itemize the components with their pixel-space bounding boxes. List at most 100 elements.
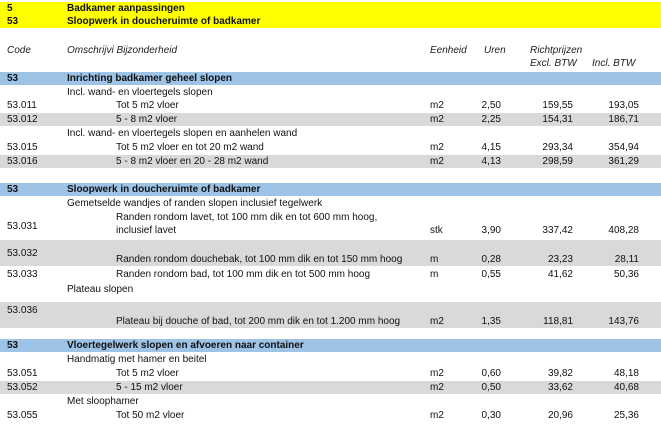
header-excl: Excl. BTW [530, 58, 577, 69]
group-title: Gemetselde wandjes of randen slopen incl… [67, 198, 323, 209]
section-row: 53 Inrichting badkamer geheel slopen [0, 72, 661, 85]
group-row: Plateau slopen [0, 283, 661, 296]
subchapter-number: 53 [7, 16, 19, 27]
item-hours: 0,60 [481, 368, 501, 379]
item-price-excl: 293,34 [542, 142, 573, 153]
item-hours: 0,55 [481, 269, 501, 280]
item-code: 53.011 [7, 100, 37, 111]
item-price-excl: 298,59 [542, 156, 573, 167]
group-row: Incl. wand- en vloertegels slopen [0, 86, 661, 99]
item-description: Randen rondom bad, tot 100 mm dik en tot… [116, 269, 371, 280]
item-description: Tot 50 m2 vloer [116, 410, 185, 421]
section-title: Vloertegelwerk slopen en afvoeren naar c… [67, 340, 304, 351]
chapter-number: 5 [7, 3, 13, 14]
item-price-excl: 39,82 [547, 368, 573, 379]
item-code: 53.052 [7, 382, 38, 393]
subchapter-row: 53 Sloopwerk in doucheruimte of badkamer [0, 15, 661, 28]
item-price-incl: 354,94 [608, 142, 639, 153]
table-row: 53.052 5 - 15 m2 vloer m2 0,50 33,62 40,… [0, 381, 661, 394]
item-price-incl: 28,11 [614, 254, 639, 265]
item-hours: 0,50 [481, 382, 501, 393]
item-price-excl: 159,55 [542, 100, 573, 111]
table-row: 53.051 Tot 5 m2 vloer m2 0,60 39,82 48,1… [0, 367, 661, 380]
item-price-incl: 186,71 [608, 114, 639, 125]
item-description: Tot 5 m2 vloer en tot 20 m2 wand [116, 142, 264, 153]
table-row: 53.011 Tot 5 m2 vloer m2 2,50 159,55 193… [0, 99, 661, 112]
item-price-excl: 337,42 [542, 225, 573, 236]
table-row: 53.012 5 - 8 m2 vloer m2 2,25 154,31 186… [0, 113, 661, 126]
item-code: 53.032 [7, 248, 38, 259]
chapter-row: 5 Badkamer aanpassingen [0, 2, 661, 15]
item-hours: 4,13 [481, 156, 501, 167]
item-price-excl: 41,62 [547, 269, 573, 280]
group-row: Met sloophamer [0, 395, 661, 408]
item-code: 53.051 [7, 368, 38, 379]
item-description: Randen rondom douchebak, tot 100 mm dik … [116, 254, 403, 265]
item-unit: m2 [430, 368, 444, 379]
item-code: 53.012 [7, 114, 38, 125]
item-hours: 1,35 [481, 316, 501, 327]
group-row: Incl. wand- en vloertegels slopen en aan… [0, 127, 661, 140]
section-row: 53 Sloopwerk in doucheruimte of badkamer [0, 183, 661, 196]
item-code: 53.016 [7, 156, 38, 167]
header-price-row: Code Omschrijvi Bijzonderheid Eenheid Ur… [0, 44, 661, 57]
group-title: Plateau slopen [67, 284, 134, 295]
header-description: Omschrijvi Bijzonderheid [67, 45, 178, 56]
table-row: 53.033 Randen rondom bad, tot 100 mm dik… [0, 268, 661, 281]
item-code: 53.033 [7, 269, 38, 280]
item-description-line2: inclusief lavet [116, 225, 177, 236]
item-description: Tot 5 m2 vloer [116, 368, 179, 379]
item-unit: m2 [430, 114, 444, 125]
section-code: 53 [7, 184, 19, 195]
table-row: 53.036 Plateau bij douche of bad, tot 20… [0, 302, 661, 328]
item-price-incl: 40,68 [613, 382, 639, 393]
group-row: Handmatig met hamer en beitel [0, 353, 661, 366]
subchapter-title: Sloopwerk in doucheruimte of badkamer [67, 16, 261, 27]
item-price-incl: 50,36 [613, 269, 639, 280]
item-price-incl: 361,29 [608, 156, 639, 167]
item-unit: m [430, 269, 439, 280]
item-description-line1: Randen rondom lavet, tot 100 mm dik en t… [116, 212, 378, 223]
header-unit: Eenheid [430, 45, 467, 56]
item-unit: m2 [430, 410, 444, 421]
chapter-title: Badkamer aanpassingen [67, 3, 185, 14]
item-price-incl: 408,28 [608, 225, 639, 236]
item-hours: 3,90 [481, 225, 501, 236]
item-code: 53.036 [7, 305, 38, 316]
table-row: 53.016 5 - 8 m2 vloer en 20 - 28 m2 wand… [0, 155, 661, 168]
item-price-excl: 23,23 [547, 254, 573, 265]
item-unit: m2 [430, 142, 444, 153]
section-title: Inrichting badkamer geheel slopen [67, 73, 233, 84]
item-hours: 4,15 [481, 142, 501, 153]
header-btw-row: Excl. BTW Incl. BTW [0, 57, 661, 70]
item-price-excl: 154,31 [542, 114, 573, 125]
item-code: 53.055 [7, 410, 38, 421]
item-code: 53.031 [7, 221, 38, 232]
table-row: 53.015 Tot 5 m2 vloer en tot 20 m2 wand … [0, 141, 661, 154]
header-hours: Uren [484, 45, 506, 56]
item-unit: m2 [430, 316, 444, 327]
group-title: Handmatig met hamer en beitel [67, 354, 207, 365]
item-hours: 0,28 [481, 254, 501, 265]
section-code: 53 [7, 340, 19, 351]
item-description: Tot 5 m2 vloer [116, 100, 179, 111]
item-hours: 0,30 [481, 410, 501, 421]
item-description: Plateau bij douche of bad, tot 200 mm di… [116, 316, 401, 327]
group-title: Met sloophamer [67, 396, 139, 407]
section-code: 53 [7, 73, 19, 84]
section-row: 53 Vloertegelwerk slopen en afvoeren naa… [0, 339, 661, 352]
table-row: 53.055 Tot 50 m2 vloer m2 0,30 20,96 25,… [0, 409, 661, 422]
item-price-excl: 20,96 [547, 410, 573, 421]
group-title: Incl. wand- en vloertegels slopen [67, 87, 213, 98]
item-description: 5 - 15 m2 vloer [116, 382, 183, 393]
header-price-title: Richtprijzen [530, 45, 583, 56]
item-unit: stk [430, 225, 443, 236]
item-code: 53.015 [7, 142, 38, 153]
item-price-excl: 118,81 [543, 316, 573, 327]
item-description: 5 - 8 m2 vloer [116, 114, 178, 125]
item-price-excl: 33,62 [547, 382, 573, 393]
item-hours: 2,25 [481, 114, 501, 125]
item-unit: m2 [430, 382, 444, 393]
item-price-incl: 48,18 [613, 368, 639, 379]
item-hours: 2,50 [481, 100, 501, 111]
